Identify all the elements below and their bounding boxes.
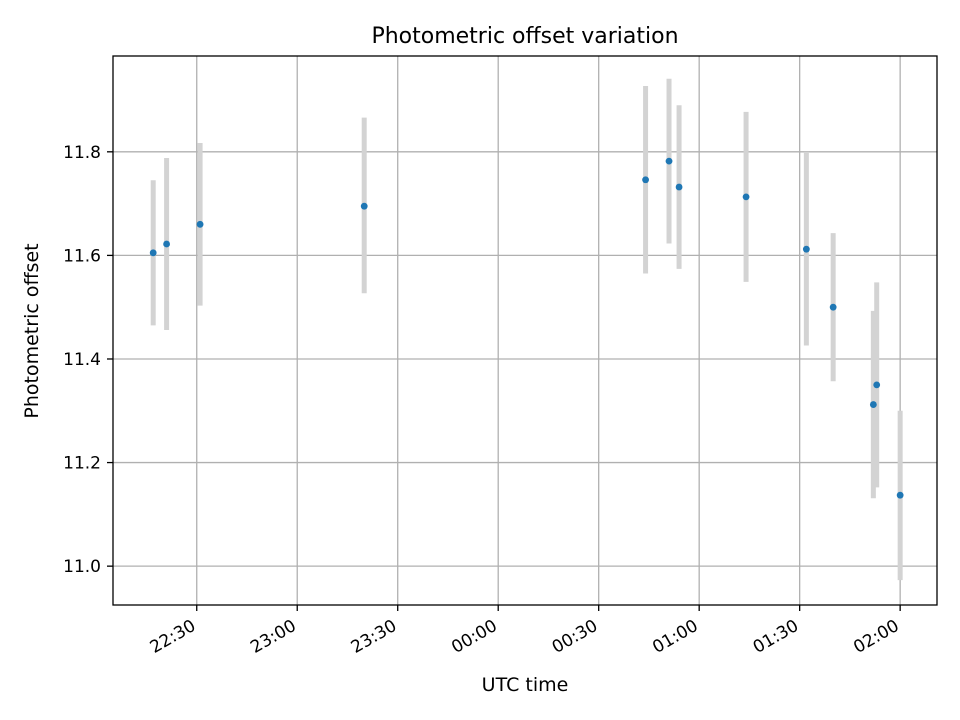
- grid: [113, 56, 937, 605]
- data-point: [163, 240, 170, 248]
- y-tick-label: 11.4: [63, 350, 101, 370]
- data-point: [360, 202, 368, 210]
- data-point: [675, 183, 683, 191]
- data-point: [742, 193, 750, 201]
- data-point: [873, 381, 881, 389]
- plot-area: [113, 56, 937, 605]
- data-point: [896, 491, 904, 499]
- plot-frame: [112, 55, 938, 606]
- x-axis-label: UTC time: [482, 674, 569, 696]
- y-axis-ticks: 11.0 11.2 11.4 11.6 11.8: [63, 143, 113, 577]
- y-tick-label: 11.6: [63, 246, 101, 266]
- y-tick-label: 11.2: [63, 454, 101, 474]
- data-point: [829, 303, 837, 311]
- data-points: [149, 157, 904, 499]
- y-tick-label: 11.8: [63, 143, 101, 163]
- data-point: [196, 220, 204, 228]
- data-point: [149, 249, 157, 257]
- data-point: [665, 157, 673, 165]
- y-tick-label: 11.0: [63, 557, 101, 577]
- data-point: [802, 245, 810, 253]
- data-point: [642, 176, 649, 184]
- y-axis-label: Photometric offset: [21, 243, 43, 418]
- chart-title: Photometric offset variation: [371, 24, 678, 49]
- data-point: [869, 401, 877, 408]
